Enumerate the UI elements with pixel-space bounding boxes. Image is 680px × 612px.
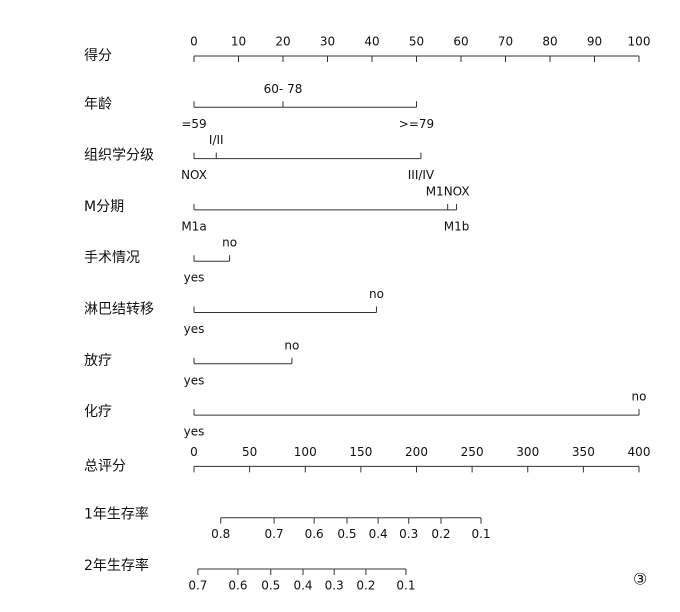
row-label: 总评分	[84, 458, 126, 474]
level-label: yes	[184, 425, 205, 439]
tick-label: 100	[294, 445, 317, 459]
level-label: M1b	[444, 219, 470, 233]
outcome-label: 0.4	[293, 579, 312, 593]
row-label: 1年生存率	[84, 506, 149, 523]
outcome-label: 0.7	[188, 579, 207, 593]
row-label: 年龄	[84, 96, 112, 112]
level-label: no	[284, 338, 299, 352]
tick-label: 30	[320, 35, 335, 49]
tick-label: 200	[405, 445, 428, 459]
tick-label: 40	[364, 35, 379, 49]
level-label: yes	[184, 322, 205, 336]
level-label: no	[369, 287, 384, 301]
outcome-label: 0.3	[399, 527, 418, 541]
annotation: ③	[633, 570, 647, 589]
tick-label: 300	[516, 445, 539, 459]
level-label: yes	[184, 373, 205, 387]
row-label: M分期	[84, 199, 124, 215]
outcome-label: 0.6	[305, 527, 324, 541]
outcome-label: 0.5	[337, 527, 356, 541]
row-label: 手术情况	[84, 250, 140, 266]
tick-label: 100	[628, 35, 651, 49]
row-label: 2年生存率	[84, 557, 149, 574]
tick-label: 400	[628, 445, 651, 459]
row-label: 得分	[84, 47, 112, 64]
outcome-label: 0.7	[265, 527, 284, 541]
level-label: III/IV	[408, 168, 435, 182]
outcome-label: 0.5	[261, 579, 280, 593]
tick-label: 0	[190, 445, 198, 459]
tick-label: 60	[453, 35, 468, 49]
level-label: NOX	[181, 168, 207, 182]
row-label: 淋巴结转移	[84, 302, 154, 318]
outcome-label: 0.1	[396, 579, 415, 593]
level-label: I/II	[209, 133, 224, 147]
tick-label: 90	[587, 35, 602, 49]
tick-label: 150	[349, 445, 372, 459]
level-label: M1a	[181, 219, 206, 233]
tick-label: 350	[572, 445, 595, 459]
outcome-label: 0.3	[325, 579, 344, 593]
level-label: yes	[184, 271, 205, 285]
tick-label: 50	[409, 35, 424, 49]
level-label: no	[222, 236, 237, 250]
outcome-label: 0.2	[431, 527, 450, 541]
tick-label: 10	[231, 35, 246, 49]
row-label: 放疗	[84, 353, 112, 369]
row-label: 组织学分级	[84, 148, 154, 164]
tick-label: 0	[190, 35, 198, 49]
outcome-label: 0.4	[369, 527, 388, 541]
tick-label: 50	[242, 445, 257, 459]
outcome-label: 0.8	[211, 527, 230, 541]
tick-label: 250	[461, 445, 484, 459]
outcome-label: 0.1	[471, 527, 490, 541]
tick-label: 70	[498, 35, 513, 49]
tick-label: 80	[542, 35, 557, 49]
level-label: no	[632, 390, 647, 404]
outcome-label: 0.6	[228, 579, 247, 593]
level-label: >=79	[399, 117, 434, 131]
level-label: M1NOX	[426, 184, 470, 198]
tick-label: 20	[275, 35, 290, 49]
level-label: 60- 78	[264, 82, 303, 96]
level-label: =59	[181, 117, 206, 131]
outcome-label: 0.2	[356, 579, 375, 593]
row-label: 化疗	[84, 404, 112, 420]
